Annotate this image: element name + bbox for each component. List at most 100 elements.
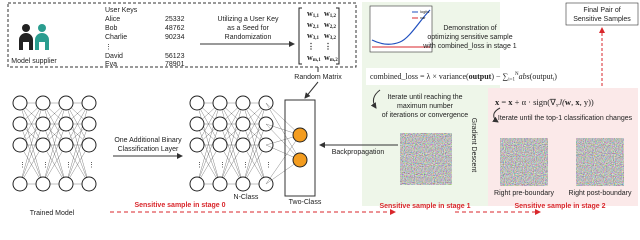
user-key: 78901 (165, 61, 185, 68)
connection (65, 123, 90, 185)
image-label: Right pre-boundary (494, 190, 554, 197)
neuron (235, 116, 251, 132)
matrix-entry: w1,2 (324, 9, 337, 19)
formula-part: x (575, 97, 580, 107)
connection (196, 102, 221, 146)
ellipsis: ⋮ (105, 44, 112, 51)
neuron (58, 116, 74, 132)
neuron (81, 137, 97, 153)
neuron (235, 95, 251, 111)
formula-part: ) (554, 72, 557, 81)
matrix-sub: 2,1 (313, 25, 320, 30)
neuron (212, 176, 228, 192)
sample-label: Sensitive sample in stage 2 (514, 203, 605, 210)
matrix-base: w (307, 31, 313, 40)
supplier-box (7, 2, 357, 68)
model-label: Trained Model (30, 210, 75, 217)
two-class-box (284, 99, 316, 197)
neuron (12, 116, 28, 132)
arrow (304, 81, 319, 99)
matrix-entry: w2,1 (307, 20, 320, 30)
formula-part: (output (530, 72, 554, 81)
iterate-text: Iterate until reaching the (387, 94, 462, 101)
neuron-dots: ⋮ (219, 162, 226, 169)
neuron (12, 137, 28, 153)
neuron-dots: ⋮ (265, 162, 272, 169)
layer-text: Classification Layer (118, 146, 179, 153)
user-key: 56123 (165, 53, 185, 60)
neuron (58, 137, 74, 153)
connection (265, 102, 301, 161)
matrix-bracket (298, 7, 340, 65)
arrow (370, 89, 381, 109)
matrix-base: w (324, 31, 330, 40)
connection (42, 123, 67, 185)
legend-entry: logits (420, 9, 429, 14)
user-key: 48762 (165, 25, 185, 32)
matrix-entry: ⋮ (307, 42, 315, 51)
neuron (189, 95, 205, 111)
matrix-base: w (324, 20, 330, 29)
neuron (12, 176, 28, 192)
method-label: Gradient Descent (470, 118, 477, 173)
final-box (565, 2, 639, 26)
arrow (492, 107, 501, 123)
final-text: Final Pair of (583, 7, 620, 14)
connection (242, 144, 267, 185)
user-key: 25332 (165, 16, 185, 23)
connection (19, 123, 44, 185)
neuron (189, 176, 205, 192)
user-name: Bob (105, 25, 118, 32)
user-name: David (105, 53, 123, 60)
neuron (235, 176, 251, 192)
iterate-text: Iterate until the top-1 classification c… (498, 115, 633, 122)
connection (265, 102, 301, 136)
formula-part: x (556, 104, 559, 109)
neuron (81, 116, 97, 132)
connection (242, 102, 267, 146)
connection (196, 123, 221, 185)
legend-entry: var (420, 15, 426, 20)
connection (65, 144, 90, 185)
connection (42, 144, 67, 185)
connection (65, 102, 90, 146)
matrix-sub: m,2 (330, 58, 338, 63)
demo-text: optimizing sensitive sample (427, 34, 512, 41)
connection (65, 102, 90, 185)
connection (265, 123, 301, 161)
matrix-entry: wm,2 (324, 53, 338, 63)
connection (42, 102, 67, 146)
neuron (12, 95, 28, 111)
formula-part: , y)) (580, 97, 594, 107)
formula-part: , (571, 97, 575, 107)
demo-text: with combined_loss in stage 1 (422, 43, 516, 50)
matrix-sub: 2,2 (330, 25, 337, 30)
neuron (81, 176, 97, 192)
formula-box (366, 68, 546, 85)
connection (242, 123, 267, 185)
formula-part: + α · sign(∇ (513, 97, 558, 107)
matrix-base: w (324, 53, 330, 62)
neuron (81, 95, 97, 111)
neuron-dots: ⋮ (88, 162, 95, 169)
formula-part: combined_loss = λ × variance( (370, 72, 469, 81)
neuron-dots: ⋮ (65, 162, 72, 169)
seed-text: as a Seed for (227, 25, 269, 32)
formula-part: ) − (491, 72, 502, 81)
user-name: Alice (105, 16, 120, 23)
matrix-entry: w2,2 (324, 20, 337, 30)
neuron (235, 137, 251, 153)
formula: combined_loss = λ × variance(output) − ∑… (370, 72, 557, 83)
matrix-base: w (307, 20, 313, 29)
image-label: Right post-boundary (568, 190, 632, 197)
noise-image (400, 133, 452, 185)
model-label: N-Class (234, 194, 259, 201)
connection (265, 134, 301, 185)
supplier-icon (19, 24, 49, 50)
matrix-base: w (307, 53, 313, 62)
neuron-dots: ⋮ (242, 162, 249, 169)
neuron-dots: ⋮ (196, 162, 203, 169)
connection (42, 102, 67, 185)
neuron (58, 95, 74, 111)
model-label: Two-Class (289, 199, 322, 206)
